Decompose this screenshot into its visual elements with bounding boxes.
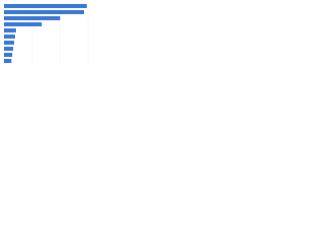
bar [4, 16, 61, 21]
bar [4, 40, 15, 45]
bar [4, 52, 13, 57]
bar [4, 22, 42, 27]
bar [4, 46, 14, 51]
bar [4, 58, 12, 63]
bar [4, 34, 16, 39]
bar [4, 10, 85, 15]
bar [4, 28, 16, 33]
bar [4, 4, 87, 9]
chart [4, 2, 89, 66]
